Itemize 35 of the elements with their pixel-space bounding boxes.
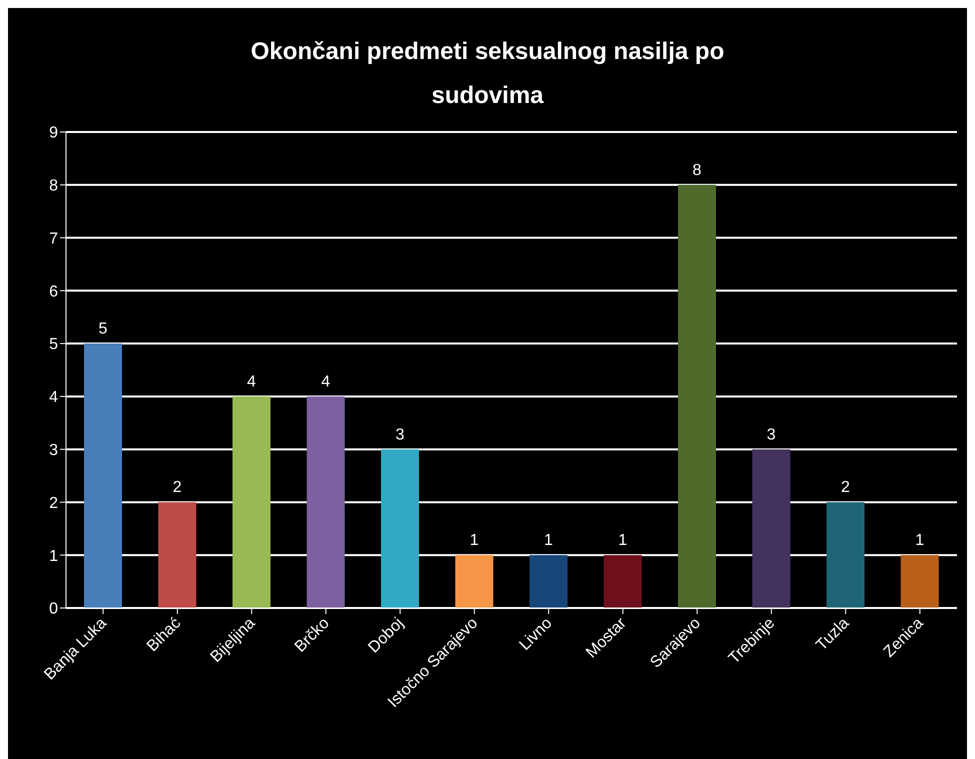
data-label: 1 xyxy=(618,532,628,550)
bar xyxy=(455,555,494,608)
data-label: 5 xyxy=(98,320,108,338)
bar xyxy=(752,449,790,608)
bar xyxy=(84,344,122,608)
data-label: 4 xyxy=(321,373,330,390)
y-tick-label: 7 xyxy=(49,230,58,248)
bar xyxy=(232,396,270,608)
bar xyxy=(306,396,345,608)
y-tick-label: 0 xyxy=(49,600,58,618)
y-tick-label: 2 xyxy=(49,494,58,512)
y-tick-label: 3 xyxy=(49,442,58,460)
bar xyxy=(900,555,939,608)
data-label: 8 xyxy=(692,162,702,179)
y-tick-label: 1 xyxy=(49,548,58,565)
bar xyxy=(826,502,864,608)
bar xyxy=(158,502,196,608)
bar xyxy=(678,184,716,608)
data-label: 3 xyxy=(766,426,776,444)
y-tick-label: 8 xyxy=(49,178,58,195)
y-tick-label: 6 xyxy=(49,283,58,300)
chart-title: Okončani predmeti seksualnog nasilja po sudovima xyxy=(250,37,726,111)
data-label: 3 xyxy=(396,426,405,444)
y-tick-label: 4 xyxy=(49,389,58,406)
data-label: 1 xyxy=(470,532,479,550)
bar xyxy=(530,555,568,608)
data-label: 1 xyxy=(544,532,554,550)
data-label: 4 xyxy=(247,373,256,390)
bar xyxy=(604,555,642,608)
data-label: 1 xyxy=(915,532,924,550)
data-label: 2 xyxy=(172,479,182,496)
data-label: 2 xyxy=(841,479,850,496)
y-tick-label: 5 xyxy=(49,336,58,354)
bar xyxy=(381,449,419,608)
y-tick-label: 9 xyxy=(49,124,58,142)
